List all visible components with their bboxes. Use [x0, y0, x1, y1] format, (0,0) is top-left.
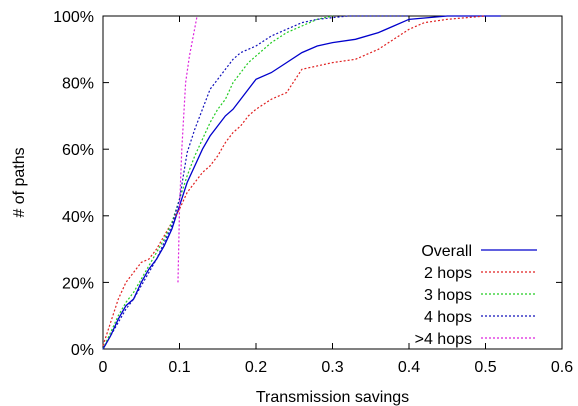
legend: Overall 2 hops 3 hops 4 hops >4 hops — [415, 243, 537, 348]
axes: 0 0.1 0.2 0.3 0.4 0.5 0.6 0% 20% 40% 60% 80% 100% — [53, 9, 573, 376]
x-tick-label: 0.2 — [245, 359, 267, 376]
legend-label: 4 hops — [424, 309, 472, 326]
series-line-2-hops — [102, 15, 486, 346]
series-line-4-hops — [177, 15, 198, 283]
y-tick-label: 60% — [62, 142, 94, 159]
x-tick-label: 0.6 — [551, 359, 573, 376]
series-line-4-hops — [102, 15, 409, 350]
y-tick-label: 40% — [62, 209, 94, 226]
legend-label: 3 hops — [424, 287, 472, 304]
y-axis-label: # of paths — [11, 147, 28, 217]
x-tick-label: 0.4 — [398, 359, 420, 376]
y-tick-label: 100% — [53, 9, 94, 26]
x-tick-label: 0.3 — [321, 359, 343, 376]
x-tick-label: 0 — [99, 359, 108, 376]
series-line-overall — [102, 15, 501, 350]
y-tick-label: 0% — [71, 342, 94, 359]
legend-label: >4 hops — [415, 331, 472, 348]
plot-frame — [102, 15, 563, 350]
series-layer — [102, 15, 501, 350]
legend-label: 2 hops — [424, 265, 472, 282]
legend-label: Overall — [421, 243, 472, 260]
series-line-3-hops — [102, 15, 333, 350]
y-tick-label: 20% — [62, 275, 94, 292]
x-tick-label: 0.1 — [168, 359, 190, 376]
x-tick-label: 0.5 — [474, 359, 496, 376]
y-tick-label: 80% — [62, 76, 94, 93]
x-axis-label: Transmission savings — [256, 389, 409, 406]
